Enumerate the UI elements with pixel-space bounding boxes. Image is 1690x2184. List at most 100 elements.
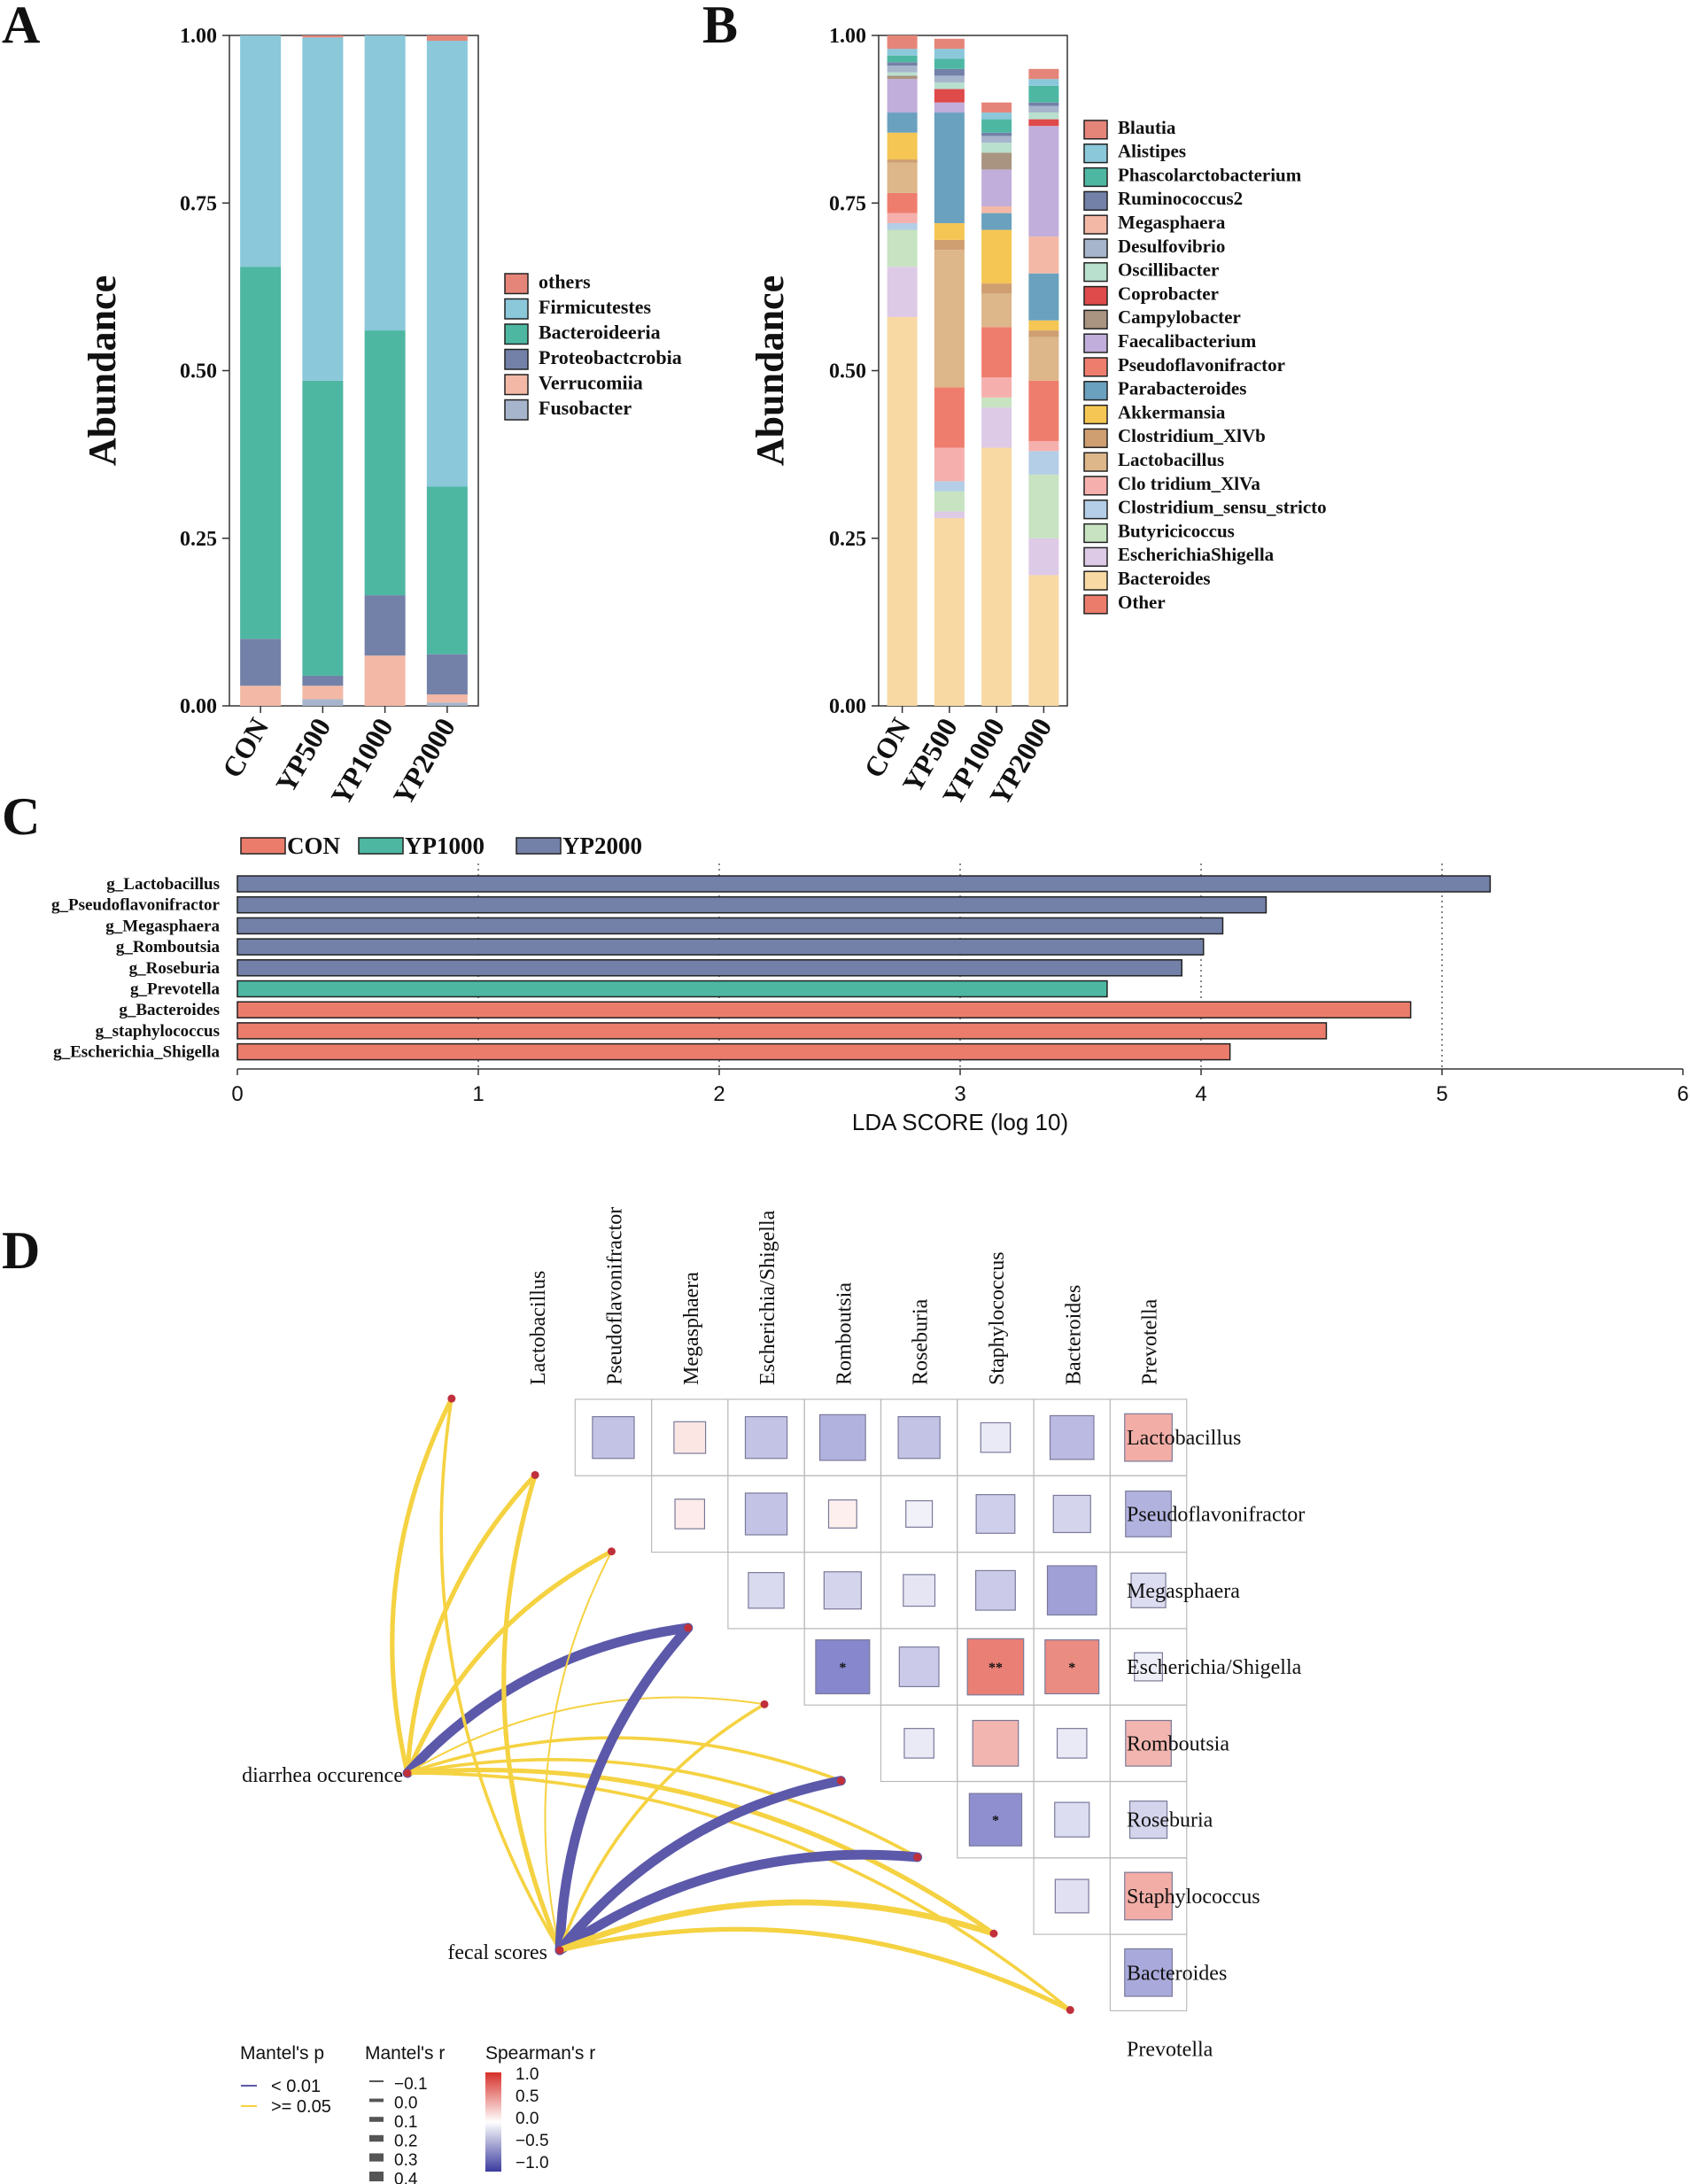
panelB-bar-segment-ruminococcus2 [887,62,918,66]
panel-d-grid-cell [1109,1933,1188,2012]
panelB-bar-segment-akkermansia [1028,320,1059,331]
panel-c-lda-bar-chart: CON YP1000 YP2000 g_Lactobacillus g_Pseudofl… [51,833,1689,1135]
panel-d-mantel-link [557,1926,1073,2013]
panel-d-corr-square [1054,1878,1089,1914]
panel-d-corr-square [972,1719,1019,1767]
panelA-bar-segment-verrucomiia [240,685,282,706]
panel-d-legend-label-r: 0.3 [394,2151,417,2170]
panelA-bar-segment-bacteroideeria [364,330,406,596]
panel-d-mantel-link [402,1623,694,1778]
panelB-legend-label-campylobacter: Campylobacter [1118,306,1241,328]
panelB-bar-segment-desulfovibrio [934,75,965,82]
panelB-legend-key-escherichiashigella [1083,546,1108,567]
panel-d-column-label-lactobacillus: Lactobacillus [527,1271,550,1385]
panelB-ytick-label: 1.00 [829,25,866,48]
panel-d-taxon-node [913,1853,922,1862]
panelB-bar-segment-phascolarctobacterium [887,55,918,63]
panel-d-legend-title-spearman: Spearman's r [485,2043,595,2064]
panel-d-corr-square [823,1571,862,1610]
panelB-bar-segment-pseudoflavonifractor [887,192,918,213]
panel-d-mantel-link [405,1768,996,1936]
panelB-legend-label-phascolarctobacterium: Phascolarctobacterium [1118,164,1302,185]
panelB-legend-key-alistipes [1083,143,1108,164]
panelB-legend-key-ruminococcus2 [1083,190,1108,211]
panel-d-env-label-diarrhea: diarrhea occurence [242,1764,403,1787]
panel-c-bar-label-g-staphylococcus: g_staphylococcus [96,1022,220,1041]
panelB-legend-label-other: Other [1118,592,1166,613]
panel-d-legend-key-r [369,2172,384,2181]
panelB-bar-segment-clostridium-xlvb [887,159,918,163]
panelB-bar-segment-clo-tridium-xlva [934,447,965,482]
panelB-bar-segment-pseudoflavonifractor [1028,380,1059,441]
panelB-bar-segment-bacteroides [1028,575,1059,706]
panel-d-corr-square [1134,1652,1164,1682]
panel-d-column-label-prevotella: Prevotella [1139,1298,1162,1385]
panelA-ytick-label: 0.50 [180,360,217,383]
panelA-legend-key-others [504,273,529,295]
panel-c-xtick-label: 1 [472,1082,484,1106]
panel-c-bar-label-g-bacteroides: g_Bacteroides [119,1001,220,1019]
panel-c-bar-label-g-lactobacillus: g_Lactobacillus [106,875,220,894]
panelB-bar-segment-coprobacter [1028,119,1059,127]
panelB-bar-segment-alistipes [981,112,1012,120]
panel-d-corr-square [815,1639,871,1695]
panelB-legend-key-pseudoflavonifractor [1083,357,1108,377]
panelB-legend-label-megasphaera: Megasphaera [1118,212,1226,233]
panel-c-xtick-label: 0 [231,1082,243,1106]
panelA-bar-segment-proteobactcrobia [426,654,468,695]
panelB-bar-segment-campylobacter [981,152,1012,170]
panelA-legend-label-fusobacter: Fusobacter [539,397,632,419]
panel-d-column-label-roseburia: Roseburia [910,1298,933,1385]
panel-c-bar-g-escherichia-shigella [236,1042,1231,1061]
panelB-bar-segment-clostridium-xlvb [1028,330,1059,337]
panel-d-corr-square [1052,1494,1091,1534]
panelB-legend-key-coprobacter [1083,285,1108,306]
panelA-bar-segment-firmicutestes [364,35,406,331]
panelB-legend-label-oscillibacter: Oscillibacter [1118,259,1219,281]
panelA-legend-label-others: others [539,271,591,293]
panelA-bar-segment-proteobactcrobia [240,639,282,686]
panel-label-a: A [2,0,40,54]
panelB-ytick-label: 0.00 [829,695,866,718]
panelB-bar-segment-clo-tridium-xlva [887,213,918,223]
panelB-bar-segment-faecalibacterium [934,102,965,113]
panelB-bar-segment-butyricicoccus [934,491,965,512]
panelB-bar-segment-desulfovibrio [1028,105,1059,113]
panelB-bar-segment-butyricicoccus [981,397,1012,408]
panelB-legend-label-bacteroides: Bacteroides [1118,568,1211,589]
panel-d-corr-square [827,1499,857,1529]
panelA-bar-segment-bacteroideeria [426,486,468,654]
panelB-bar-segment-megasphaera [981,206,1012,213]
panelB-bar-segment-phascolarctobacterium [934,58,965,69]
panel-c-legend-label-yp2000: YP2000 [562,833,642,859]
panel-d-row-label-romboutsia: Romboutsia [1127,1732,1229,1755]
panel-d-legend-label-r: −0.1 [394,2075,428,2094]
panel-d-corr-square [897,1415,941,1460]
panel-d-corr-square [592,1415,635,1460]
panel-d-mantel-link [406,1758,919,1859]
panelB-legend-label-pseudoflavonifractor: Pseudoflavonifractor [1118,354,1285,376]
panelB-bar-segment-phascolarctobacterium [1028,85,1059,103]
panelB-bar-segment-clo-tridium-xlva [1028,440,1059,452]
panel-c-bar-label-g-pseudoflavonifractor: g_Pseudoflavonifractor [51,896,221,915]
panel-d-corr-square [905,1499,934,1528]
panelB-bar-segment-lactobacillus [1028,337,1059,381]
panelA-bar-segment-bacteroideeria [302,380,344,676]
panelA-bar-segment-firmicutestes [240,35,282,267]
panelB-legend-label-escherichiashigella: EscherichiaShigella [1118,544,1275,565]
panelB-bar-segment-blautia [981,102,1012,113]
panelB-legend-key-akkermansia [1083,404,1108,425]
panelB-bar-segment-escherichiashigella [887,267,918,317]
panel-c-xtick-label: 3 [954,1082,965,1106]
panelB-ytick-label: 0.25 [829,528,866,551]
panel-d-corr-square [744,1415,788,1460]
panel-c-xtick-label: 2 [713,1082,725,1106]
panelB-bar-segment-parabacteroides [887,112,918,133]
panelB-bar-segment-desulfovibrio [887,66,918,73]
panelB-legend-key-phascolarctobacterium [1083,167,1108,188]
panelB-bar-segment-bacteroides [981,447,1012,706]
panel-d-row-label-roseburia: Roseburia [1127,1809,1213,1832]
panel-d-significance-mark: ** [988,1661,1003,1676]
panel-d-legend-key-r [369,2117,384,2122]
panel-d-corr-square [903,1728,934,1759]
